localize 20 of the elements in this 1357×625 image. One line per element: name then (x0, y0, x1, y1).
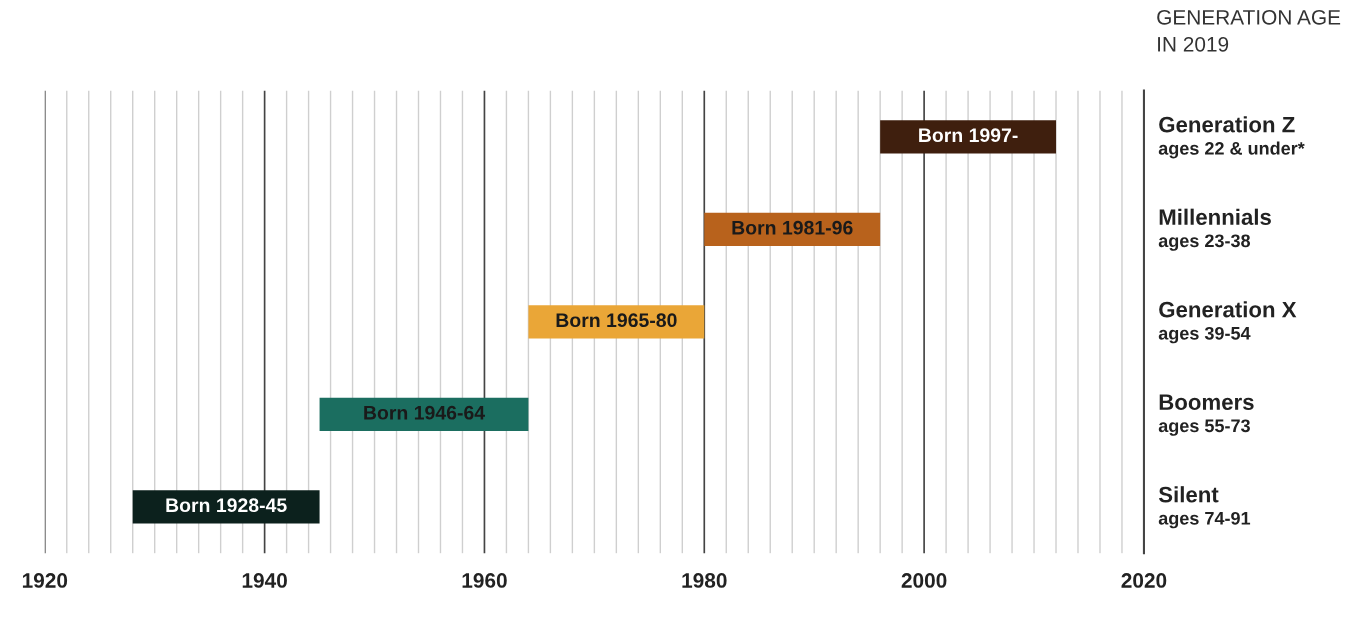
data-label: Born 1946-64 (364, 405, 485, 420)
x-tick-label: 1940 (242, 573, 287, 588)
y-tick-label: Boomers ages 55-73 (1158, 394, 1254, 436)
y-tick-label: Millennials ages 23-38 (1158, 208, 1271, 251)
bar (132, 490, 320, 524)
bar (880, 120, 1057, 154)
x-tick-label: 2000 (901, 573, 947, 588)
y-tick-label: Generation Z ages 22 & under* (1158, 116, 1305, 159)
data-label: Born 1928-45 (166, 498, 287, 513)
x-tick-label: 2020 (1121, 573, 1167, 588)
y-tick-label: Generation X ages 39-54 (1158, 301, 1297, 344)
x-tick-label: 1960 (462, 573, 507, 588)
bar (528, 305, 705, 339)
data-label: Born 1965-80 (556, 313, 677, 328)
data-label: Born 1981-96 (732, 220, 853, 235)
y-axis-title: GENERATION AGE IN 2019 (1157, 9, 1341, 52)
x-tick-label: 1980 (682, 573, 727, 588)
x-tick-label: 1920 (22, 573, 68, 588)
data-label: Born 1997- (919, 128, 1018, 143)
y-tick-label: Silent ages 74-91 (1158, 486, 1251, 529)
